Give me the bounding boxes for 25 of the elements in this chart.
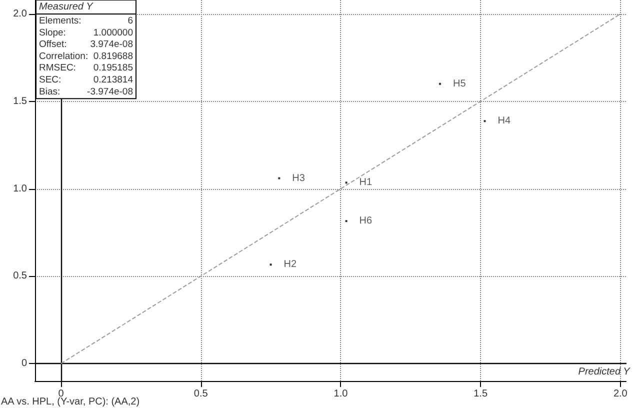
- y-tick-label: 0.5: [13, 270, 28, 282]
- text: Slope: 1.000000: [39, 27, 133, 38]
- y-axis-title: Measured Y: [39, 2, 94, 12]
- text: RMSEC: 0.195185: [39, 62, 133, 74]
- text: SEC: 0.213814: [39, 74, 133, 86]
- x-tick-label: 1.5: [474, 388, 488, 400]
- text: Offset: 3.974e-08: [39, 39, 133, 50]
- x-axis-title: Predicted Y: [578, 366, 632, 378]
- series-label: H3: [292, 172, 306, 184]
- x-tick-label: 0.5: [194, 388, 208, 400]
- annotation: Correlation: 0.819688: [39, 50, 133, 62]
- y-tick-label: 2.0: [13, 8, 28, 20]
- series-label: H2: [284, 259, 298, 270]
- series-label: H4: [498, 116, 511, 127]
- y-tick-label: 1.5: [13, 96, 28, 107]
- x-tick-label: 1.0: [334, 388, 348, 400]
- text: AA vs. HPL, (Y-var, PC): (AA,2): [1, 396, 140, 408]
- text: Bias: -3.974e-08: [39, 86, 133, 98]
- text: Elements: 6: [39, 16, 133, 26]
- series-label: H1: [359, 177, 373, 188]
- y-tick-label: 0: [21, 358, 28, 370]
- x-tick-label: 2.0: [613, 388, 628, 400]
- series-label: H5: [453, 78, 466, 90]
- y-tick-label: 1.0: [13, 183, 28, 194]
- series-label: H6: [359, 216, 373, 227]
